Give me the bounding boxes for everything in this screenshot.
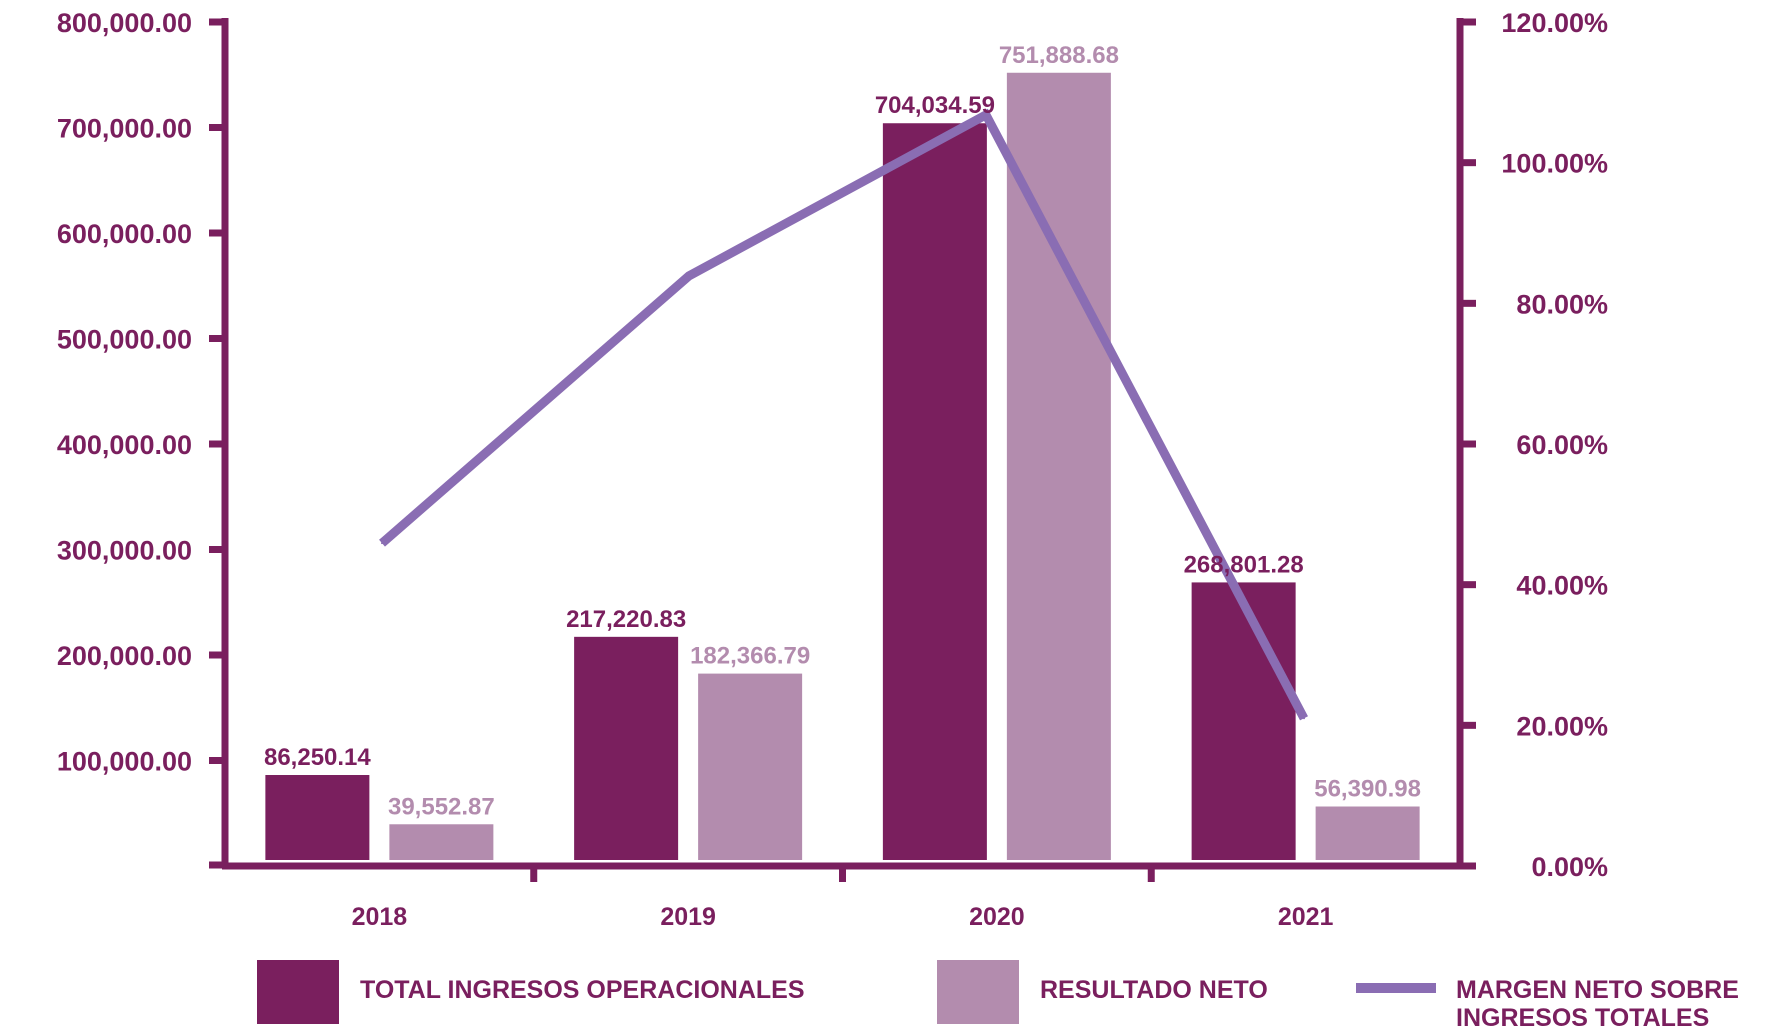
left-tick-label: 700,000.00 (57, 114, 192, 144)
left-tick-label: 800,000.00 (57, 8, 192, 38)
legend-label-total-ingresos: TOTAL INGRESOS OPERACIONALES (360, 976, 805, 1004)
right-tick-label: 40.00% (1516, 571, 1608, 601)
bar-resultado-neto (1315, 806, 1420, 860)
right-tick-label: 0.00% (1531, 852, 1608, 882)
data-label-resultado-neto: 39,552.87 (388, 793, 495, 820)
right-tick-label: 100.00% (1501, 149, 1608, 179)
chart-bars (265, 72, 1420, 860)
right-tick-label: 60.00% (1516, 430, 1608, 460)
chart-line (379, 108, 1308, 721)
bar-resultado-neto (389, 824, 494, 860)
legend-swatch-resultado-neto (937, 960, 1019, 1024)
bar-resultado-neto (1006, 72, 1111, 860)
margen-neto-point (688, 274, 690, 277)
x-tick-label: 2018 (352, 903, 408, 931)
margen-neto-line (379, 108, 1308, 721)
chart-axes: 100,000.00 200,000.00 300,000.00 400,000.00… (57, 8, 1608, 931)
right-tick-label: 80.00% (1516, 289, 1608, 319)
x-tick-label: 2020 (969, 903, 1025, 931)
data-label-total-ingresos: 217,220.83 (566, 606, 686, 633)
legend-label-margen-neto-line1: MARGEN NETO SOBRE (1456, 976, 1739, 1004)
right-tick-label: 120.00% (1501, 8, 1608, 38)
margen-neto-point (1303, 717, 1305, 720)
data-label-resultado-neto: 56,390.98 (1314, 776, 1421, 803)
left-tick-label: 300,000.00 (57, 536, 192, 566)
legend-swatch-total-ingresos (257, 960, 339, 1024)
left-tick-label: 400,000.00 (57, 430, 192, 460)
left-tick-label: 200,000.00 (57, 641, 192, 671)
margen-neto-point (381, 542, 383, 545)
data-label-resultado-neto: 751,888.68 (999, 42, 1119, 69)
bar-total-ingresos (265, 775, 370, 860)
data-label-total-ingresos: 704,034.59 (875, 92, 995, 119)
margen-neto-point (985, 113, 987, 116)
data-label-total-ingresos: 86,250.14 (264, 744, 371, 771)
bar-total-ingresos (882, 123, 987, 860)
right-tick-label: 20.00% (1516, 711, 1608, 741)
x-tick-label: 2021 (1278, 903, 1334, 931)
left-tick-label: 600,000.00 (57, 219, 192, 249)
bar-total-ingresos (574, 636, 679, 860)
legend-label-resultado-neto: RESULTADO NETO (1040, 976, 1268, 1004)
bar-resultado-neto (698, 673, 803, 860)
left-tick-label: 100,000.00 (57, 747, 192, 777)
legend-label-margen-neto-line2: INGRESOS TOTALES (1456, 1004, 1709, 1029)
chart-legend: TOTAL INGRESOS OPERACIONALES RESULTADO NE… (257, 960, 1739, 1029)
left-tick-label: 500,000.00 (57, 325, 192, 355)
bar-total-ingresos (1191, 582, 1296, 860)
data-label-resultado-neto: 182,366.79 (690, 643, 810, 670)
x-tick-label: 2019 (660, 903, 716, 931)
data-label-total-ingresos: 268,801.28 (1184, 551, 1304, 578)
